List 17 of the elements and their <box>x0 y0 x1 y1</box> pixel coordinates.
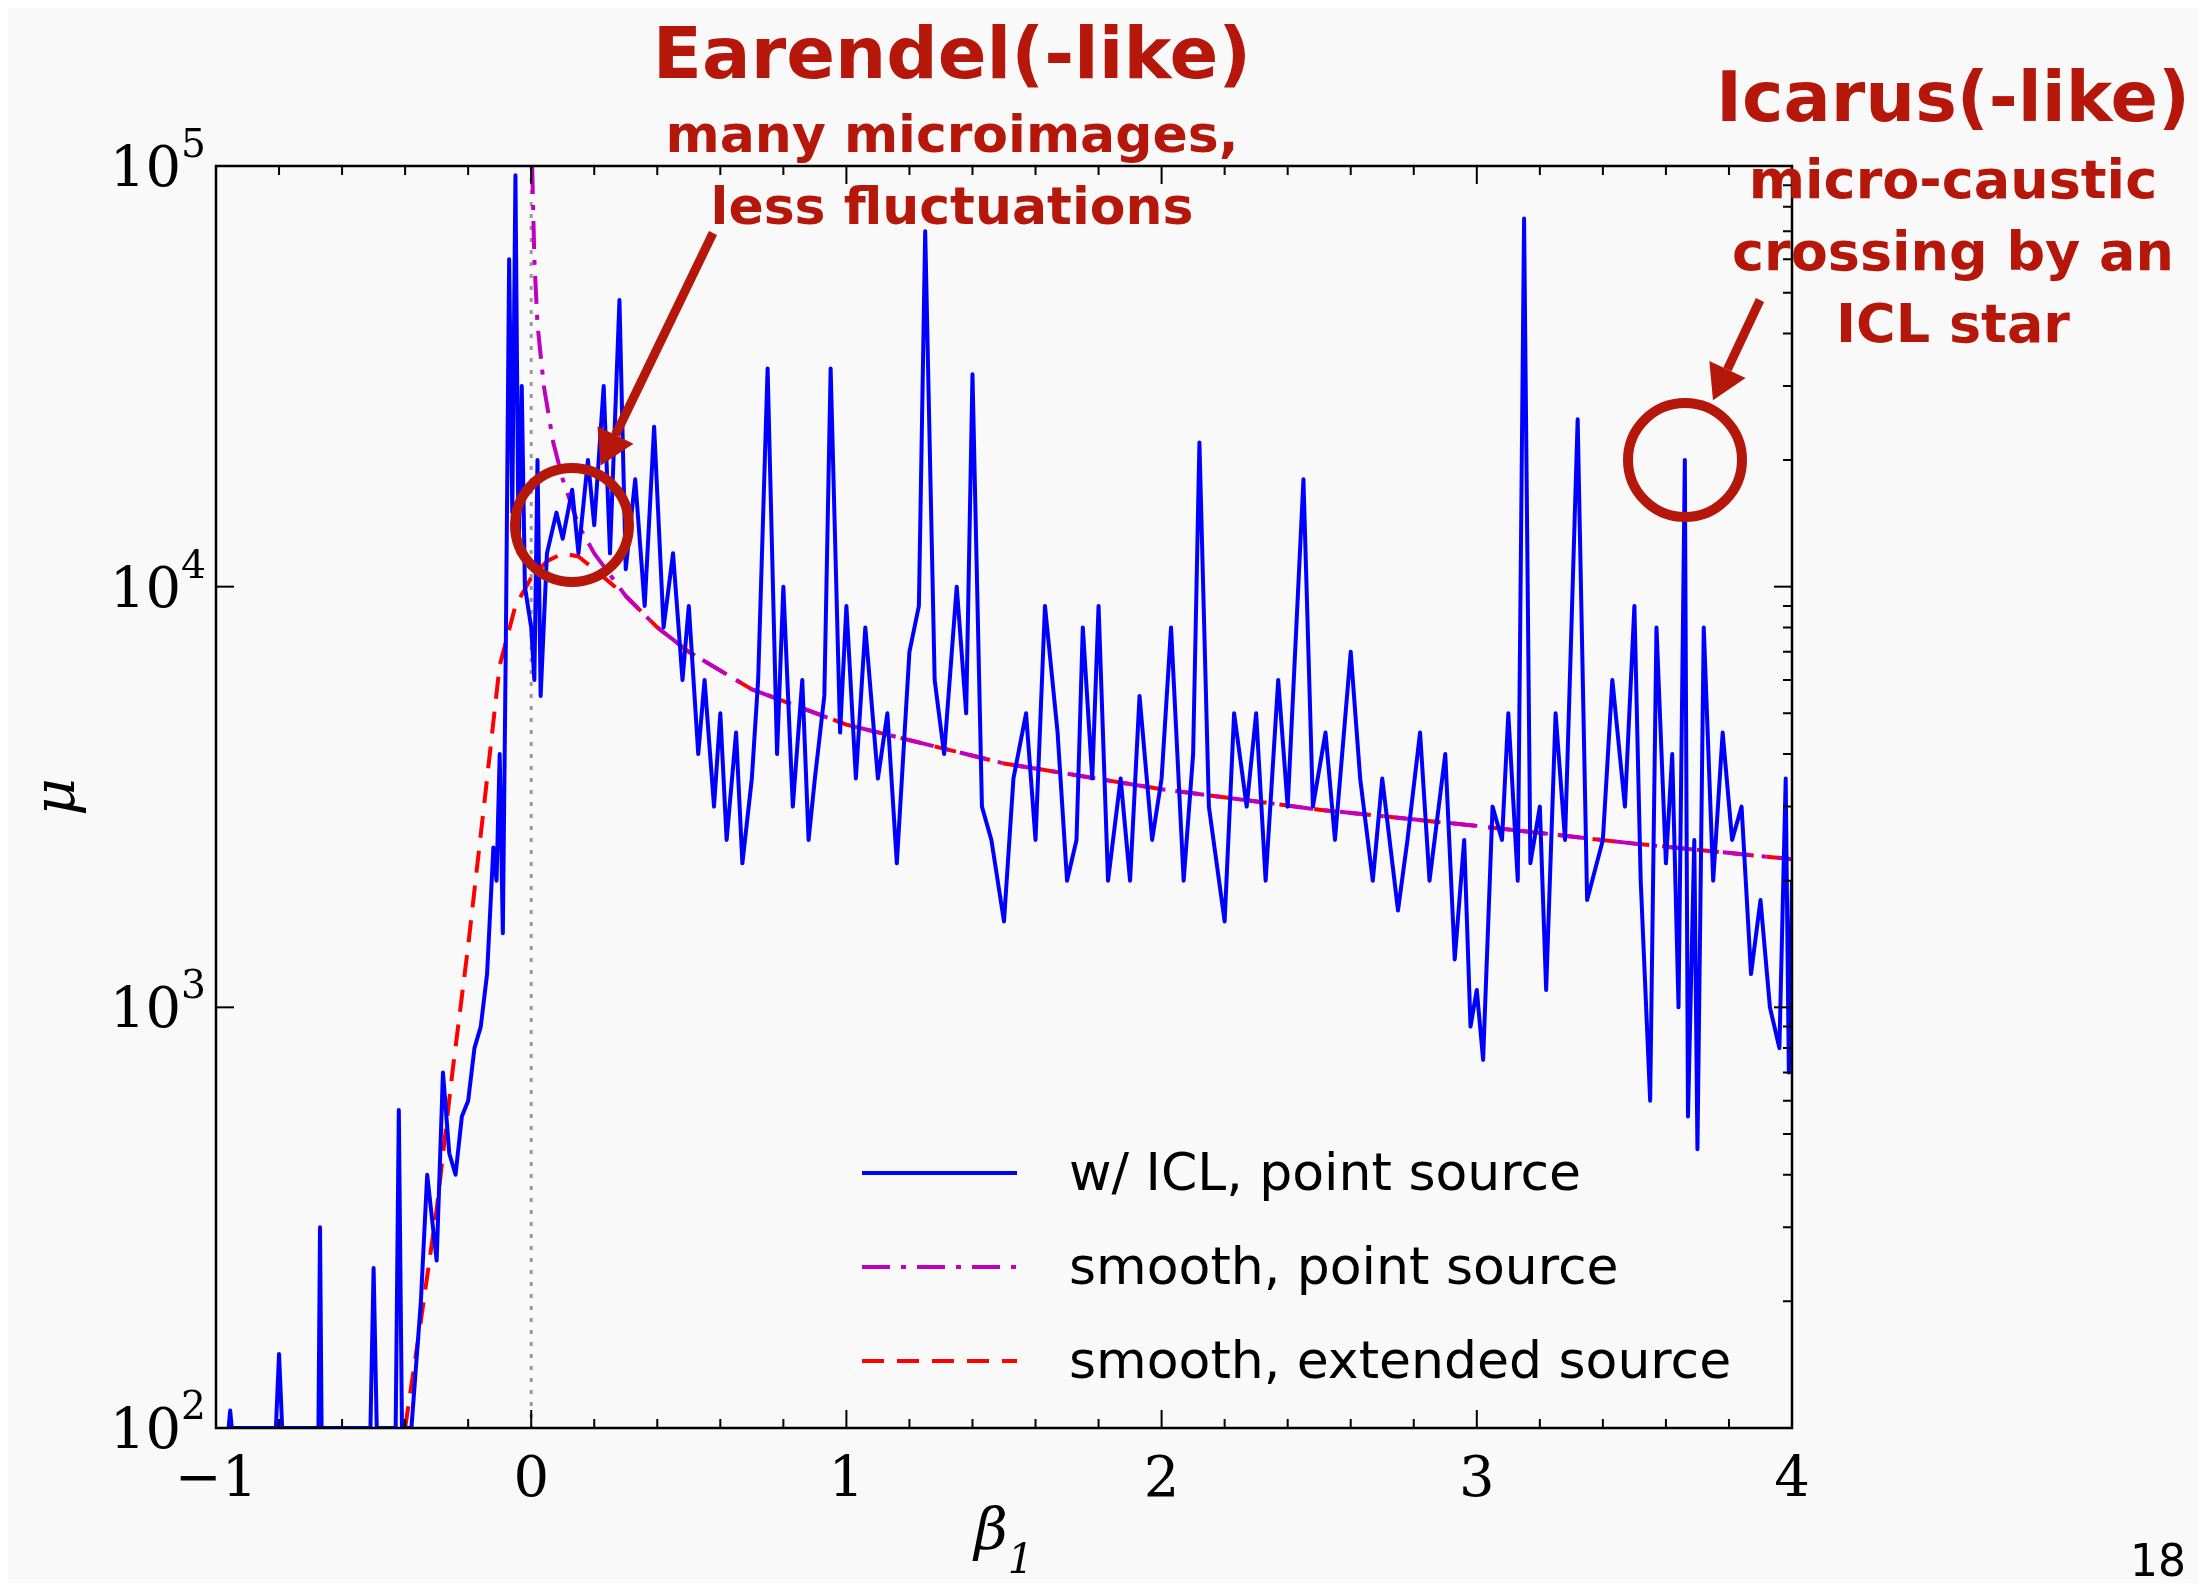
y-axis-title: μ <box>20 778 88 816</box>
x-tick-label: 2 <box>1143 1444 1180 1509</box>
y-tick-label: 10$^{3}$ <box>109 962 206 1040</box>
text: 18 <box>2130 1535 2186 1586</box>
legend-label: smooth, point source <box>1069 1236 1619 1296</box>
y-tick-label: 10$^{5}$ <box>109 121 206 199</box>
y-tick-label: 10$^{4}$ <box>109 541 206 620</box>
x-axis-title: β$_{1}$ <box>972 1495 1034 1583</box>
text: Earendel(-like) <box>652 11 1252 95</box>
x-tick-label: 0 <box>513 1444 550 1509</box>
x-tick-label: 3 <box>1458 1444 1495 1509</box>
text: Icarus(-like) <box>1716 56 2190 138</box>
legend-label: w/ ICL, point source <box>1069 1142 1582 1202</box>
x-tick-label: 1 <box>828 1444 865 1509</box>
annotation: many microimages, less fluctuations <box>665 104 1239 236</box>
legend-label: smooth, extended source <box>1069 1330 1732 1390</box>
x-tick-label: 4 <box>1774 1444 1810 1509</box>
